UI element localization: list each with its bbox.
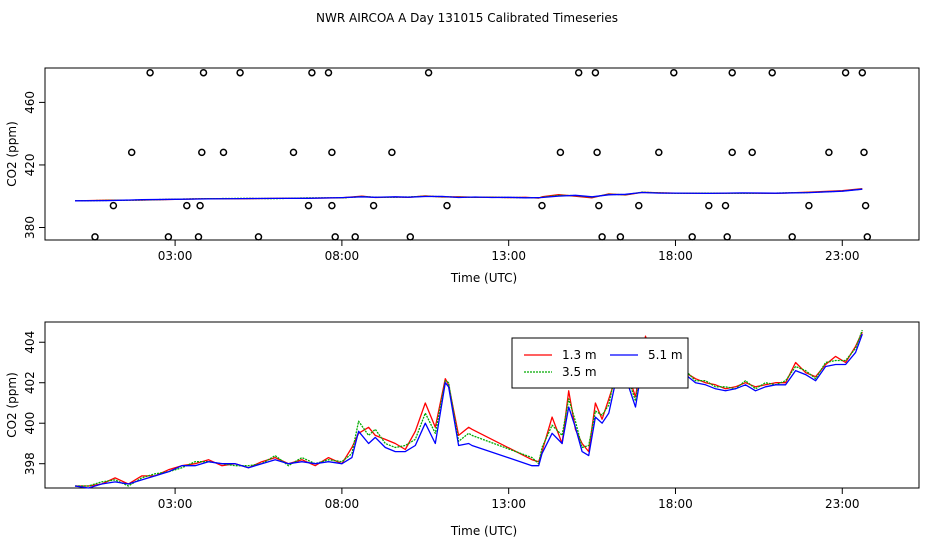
bottom-x-label: Time (UTC) [450,524,517,538]
bottom-plot-frame [44,321,920,489]
bot-y-tick-label: 402 [23,371,37,394]
top-series-5-1-mline [74,188,863,202]
top-series-lines [74,188,863,202]
scatter-point [289,148,298,157]
scatter-point [863,233,872,241]
bot-y-tick-label: 400 [23,412,37,435]
scatter-point [723,233,731,241]
figure-title: NWR AIRCOA A Day 131015 Calibrated Times… [316,11,618,25]
bot-x-tick-label: 03:00 [158,497,193,511]
legend-label-3-5m: 3.5 m [562,365,597,379]
bottom-y-label: CO2 (ppm) [5,372,19,438]
scatter-point [198,148,206,157]
scatter-point [443,201,451,210]
bottom-x-axis: 03:00 08:00 13:00 18:00 23:00 [158,488,860,511]
scatter-point [254,233,263,241]
legend: 1.3 m 5.1 m 3.5 m [511,337,689,389]
scatter-point [825,148,833,157]
scatter-point [721,201,730,210]
top-x-tick-label: 23:00 [825,249,860,263]
top-x-tick-label: 08:00 [325,249,360,263]
top-x-label: Time (UTC) [450,271,517,285]
scatter-point [841,68,850,77]
scatter-point [591,68,600,77]
bot-y-tick-label: 404 [23,331,37,354]
bot-x-tick-label: 23:00 [825,497,860,511]
top-scatter-points [91,68,872,241]
top-y-tick-label: 420 [23,153,37,176]
scatter-point [196,201,204,210]
scatter-point [194,233,203,241]
scatter-point [705,201,713,210]
top-y-label: CO2 (ppm) [5,121,19,187]
scatter-point [236,68,244,77]
scatter-point [858,68,867,77]
scatter-point [728,68,736,77]
top-y-tick-label: 380 [23,216,37,239]
scatter-point [788,233,796,241]
scatter-point [328,201,336,210]
scatter-point [369,201,378,210]
scatter-point [91,233,99,241]
scatter-point [595,201,603,210]
scatter-point [635,201,643,210]
scatter-point [183,201,191,210]
scatter-point [556,148,565,157]
bot-x-tick-label: 18:00 [658,497,693,511]
bot-series-3-5-mline [75,329,863,487]
top-x-tick-label: 13:00 [491,249,526,263]
scatter-point [351,233,359,241]
scatter-point [424,68,433,77]
scatter-point [388,148,396,157]
scatter-point [219,148,228,157]
scatter-point [655,148,663,157]
top-plot-frame [44,67,920,241]
bottom-series-lines [74,329,863,489]
scatter-point [861,201,870,210]
scatter-point [324,68,333,77]
legend-label-1-3m: 1.3 m [562,348,597,362]
scatter-point [805,201,813,210]
scatter-point [164,233,173,241]
scatter-point [331,233,339,241]
top-panel: 03:00 08:00 13:00 18:00 23:00 380 420 460 Time… [5,67,920,285]
bottom-y-axis: 398 400 402 404 [23,331,45,475]
scatter-point [538,201,546,210]
scatter-point [688,233,696,241]
scatter-point [768,68,776,77]
bottom-panel: 03:00 08:00 13:00 18:00 23:00 398 400 402 404 T… [5,321,920,538]
bot-x-tick-label: 08:00 [325,497,360,511]
bot-x-tick-label: 13:00 [491,497,526,511]
bot-series-5-1-mline [74,333,863,489]
scatter-point [199,68,208,77]
scatter-point [728,148,736,157]
scatter-point [109,201,118,210]
top-x-tick-label: 18:00 [658,249,693,263]
scatter-point [593,148,601,157]
scatter-point [308,68,316,77]
scatter-point [860,148,868,157]
legend-label-5-1m: 5.1 m [648,348,683,362]
scatter-point [616,233,625,241]
legend-box [511,337,689,389]
scatter-point [127,148,136,157]
bot-y-tick-label: 398 [23,452,37,475]
top-x-axis: 03:00 08:00 13:00 18:00 23:00 [158,240,860,263]
scatter-point [328,148,336,157]
top-x-tick-label: 03:00 [158,249,193,263]
scatter-point [406,233,415,241]
scatter-point [748,148,756,157]
scatter-point [670,68,678,77]
scatter-point [146,68,154,77]
scatter-point [304,201,313,210]
scatter-point [598,233,606,241]
top-y-tick-label: 460 [23,91,37,114]
top-y-axis: 380 420 460 [23,91,45,239]
scatter-point [574,68,583,77]
